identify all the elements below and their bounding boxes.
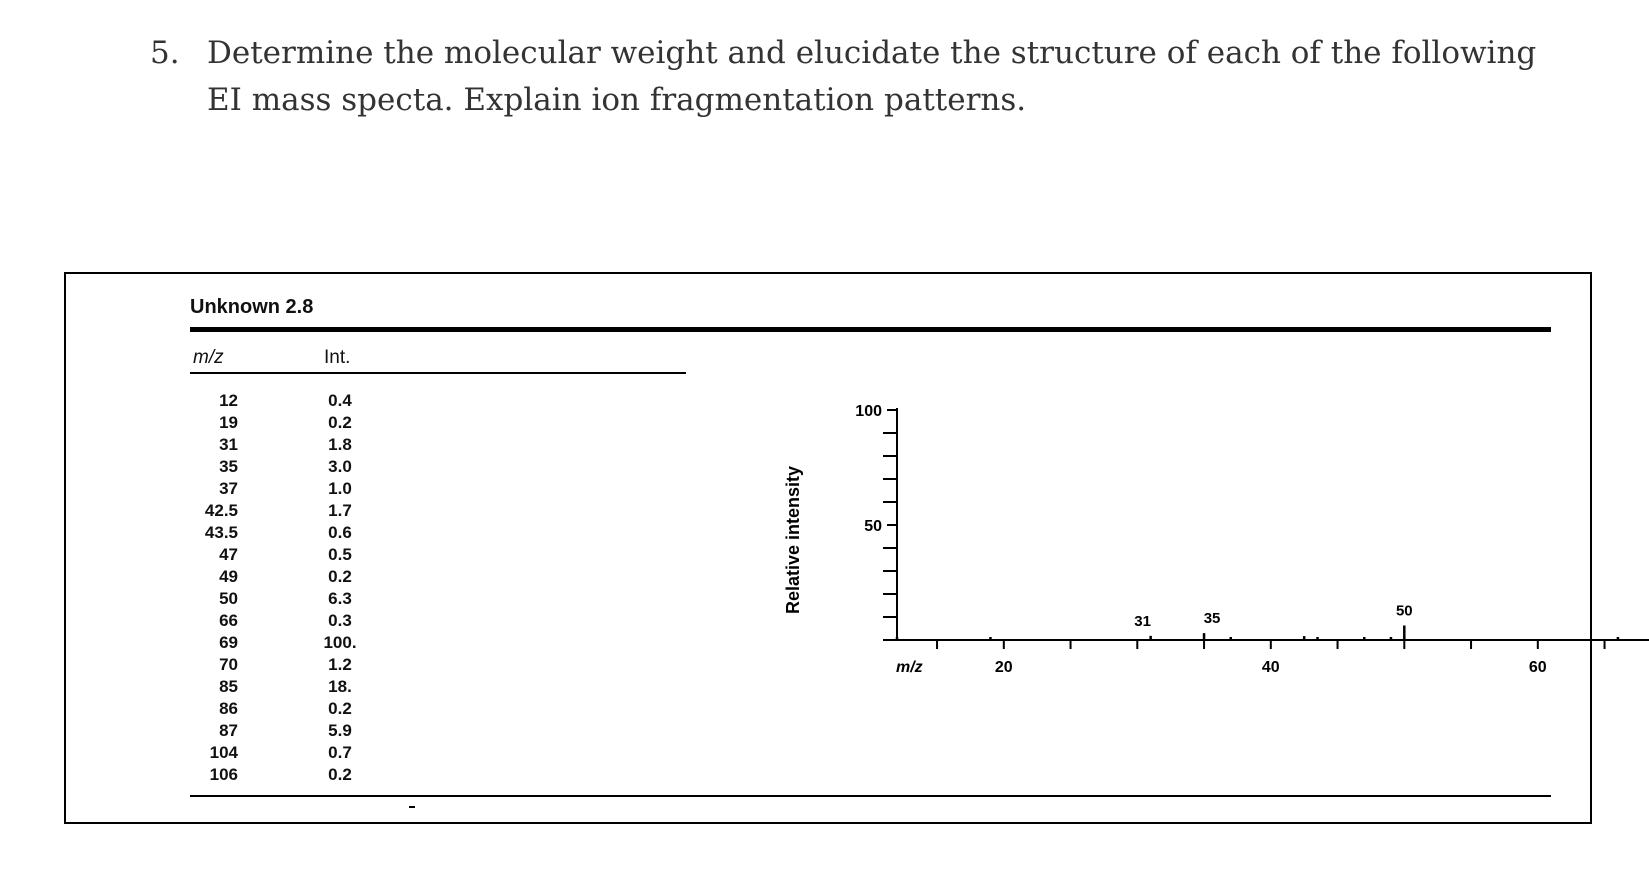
x-tick-label: 40 <box>1262 659 1280 676</box>
mz-value: 49 <box>219 567 238 586</box>
bottom-rule <box>190 795 1551 797</box>
table-cell-int: 0.2 <box>328 699 352 718</box>
table-cell-int: 100. <box>323 633 357 652</box>
table-cell-int: 1.0 <box>328 479 352 498</box>
table-cell-int: 0.2 <box>328 413 352 432</box>
table-cell-int: 0.6 <box>328 523 352 542</box>
mz-value: 12 <box>219 391 238 410</box>
column-header-int: Int. <box>324 347 351 368</box>
mz-value: 106 <box>209 765 238 784</box>
mz-value: 87 <box>219 721 238 740</box>
peak-label: 31 <box>1134 613 1151 630</box>
y-axis-label: Relative intensity <box>783 466 803 614</box>
table-cell-int: 0.2 <box>328 567 352 586</box>
y-tick-label: 50 <box>864 518 882 535</box>
mz-value: 19 <box>219 413 238 432</box>
table-cell-int: 0.4 <box>328 391 352 410</box>
table-cell-int: 5.9 <box>328 721 352 740</box>
table-cell-int: 0.5 <box>328 545 352 564</box>
spectrum-frame <box>64 272 1592 824</box>
chart-title: Unknown 2.8 <box>190 296 314 318</box>
mz-value: 37 <box>219 479 238 498</box>
table-cell-int: 1.2 <box>328 655 352 674</box>
table-cell-int: 1.7 <box>328 501 352 520</box>
y-tick-label: 100 <box>855 403 882 420</box>
header-rule <box>190 372 686 374</box>
peak-label: 35 <box>1204 610 1221 627</box>
table-cell-int: 3.0 <box>328 457 352 476</box>
table-cell-int: 1.8 <box>328 435 352 454</box>
mz-value: 50 <box>219 589 238 608</box>
x-tick-label: 20 <box>995 659 1013 676</box>
question-line-1: Determine the molecular weight and eluci… <box>207 35 1537 71</box>
mz-value: 35 <box>219 457 238 476</box>
mz-value: 86 <box>219 699 238 718</box>
mz-value: 42.5 <box>204 501 238 520</box>
table-cell-int: 6.3 <box>328 589 352 608</box>
mz-value: 66 <box>219 611 238 630</box>
question-number: 5. <box>150 35 180 71</box>
stray-mark <box>409 806 415 808</box>
title-rule <box>190 327 1551 332</box>
mz-value: 85 <box>219 677 238 696</box>
mz-value: 47 <box>219 545 238 564</box>
x-tick-label: 60 <box>1529 659 1547 676</box>
mz-value: 43.5 <box>204 523 238 542</box>
x-axis-label: m/z <box>896 659 923 676</box>
table-cell-int: 0.3 <box>328 611 352 630</box>
table-cell-int: 0.7 <box>328 743 352 762</box>
question-line-2: EI mass specta. Explain ion fragmentatio… <box>207 82 1027 118</box>
mz-value: 70 <box>219 655 238 674</box>
mz-value: 104 <box>209 743 238 762</box>
table-cell-int: 18. <box>328 677 352 696</box>
table-cell-int: 0.2 <box>328 765 352 784</box>
column-header-mz: m/z <box>193 347 224 368</box>
mz-value: 31 <box>219 435 238 454</box>
mz-value: 69 <box>219 633 238 652</box>
peak-label: 50 <box>1396 603 1413 620</box>
